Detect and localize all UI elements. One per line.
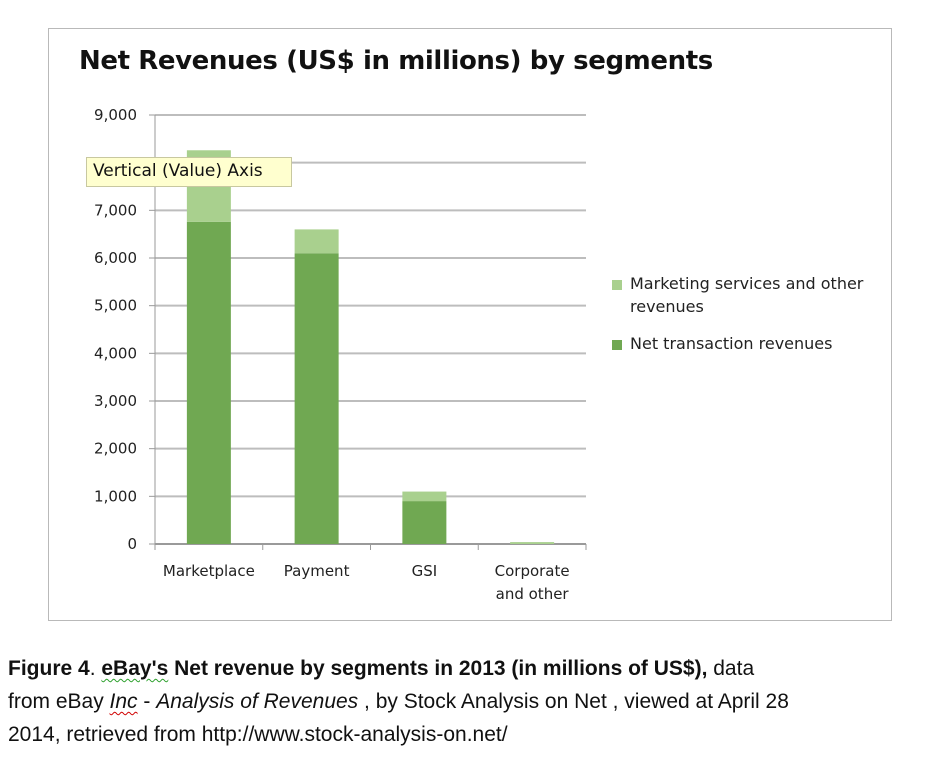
- caption-data-word: data: [707, 657, 755, 680]
- y-tick-label-6000: 6,000: [94, 249, 137, 267]
- y-tick-label-2000: 2,000: [94, 440, 137, 458]
- chart-legend: Marketing services and other revenues Ne…: [612, 272, 892, 369]
- bar-marketplace-series-0: [186, 221, 231, 545]
- legend-item-net-transaction: Net transaction revenues: [612, 332, 892, 355]
- caption-dash: -: [137, 690, 157, 713]
- y-tick-label-1000: 1,000: [94, 487, 137, 505]
- y-tick-label-9000: 9,000: [94, 106, 137, 124]
- x-tick-label-3-line-0: Corporate: [495, 562, 570, 580]
- caption-line-2: from eBay Inc - Analysis of Revenues , b…: [8, 685, 918, 718]
- legend-swatch-marketing: [612, 280, 622, 290]
- legend-label-marketing-line2: revenues: [630, 297, 704, 316]
- legend-label-net-transaction: Net transaction revenues: [630, 334, 833, 353]
- y-tick-label-7000: 7,000: [94, 201, 137, 219]
- axis-tooltip: Vertical (Value) Axis: [86, 157, 292, 187]
- caption-from-text: from eBay: [8, 690, 110, 713]
- legend-label-marketing-line1: Marketing services and other: [630, 274, 864, 293]
- bar-payment-series-1: [294, 229, 339, 254]
- y-tick-label-5000: 5,000: [94, 297, 137, 315]
- x-tick-label-3-line-1: and other: [496, 585, 570, 603]
- caption-bold-title: Net revenue by segments in 2013 (in mill…: [168, 657, 708, 680]
- caption-analysis-title: Analysis of Revenues: [156, 690, 359, 713]
- figure-caption: Figure 4. eBay's Net revenue by segments…: [8, 652, 918, 751]
- y-tick-label-0: 0: [127, 535, 137, 553]
- y-tick-label-3000: 3,000: [94, 392, 137, 410]
- x-tick-label-0-line-0: Marketplace: [163, 562, 255, 580]
- caption-figure-label: Figure 4: [8, 657, 90, 680]
- bar-payment-series-0: [294, 253, 339, 544]
- bar-gsi-series-0: [402, 501, 447, 544]
- caption-dot: .: [89, 657, 96, 680]
- caption-source-text: , by Stock Analysis on Net , viewed at A…: [358, 690, 789, 713]
- bar-corporate-and-other-series-1: [510, 542, 555, 544]
- chart-plot: 0 1,000 2,000 3,000 4,000 5,000 6,000 7,000 9,00…: [94, 106, 587, 603]
- y-tick-label-4000: 4,000: [94, 344, 137, 362]
- chart-title: Net Revenues (US$ in millions) by segmen…: [79, 46, 713, 76]
- x-tick-label-2-line-0: GSI: [412, 562, 438, 580]
- caption-line-1: Figure 4. eBay's Net revenue by segments…: [8, 652, 918, 685]
- x-tick-label-1-line-0: Payment: [284, 562, 350, 580]
- bar-gsi-series-1: [402, 491, 447, 502]
- caption-line-3: 2014, retrieved from http://www.stock-an…: [8, 723, 508, 746]
- legend-swatch-net-transaction: [612, 340, 622, 350]
- caption-inc-word: Inc: [109, 690, 138, 713]
- legend-item-marketing: Marketing services and other revenues: [612, 272, 892, 318]
- caption-ebay-word: eBay's: [101, 657, 169, 680]
